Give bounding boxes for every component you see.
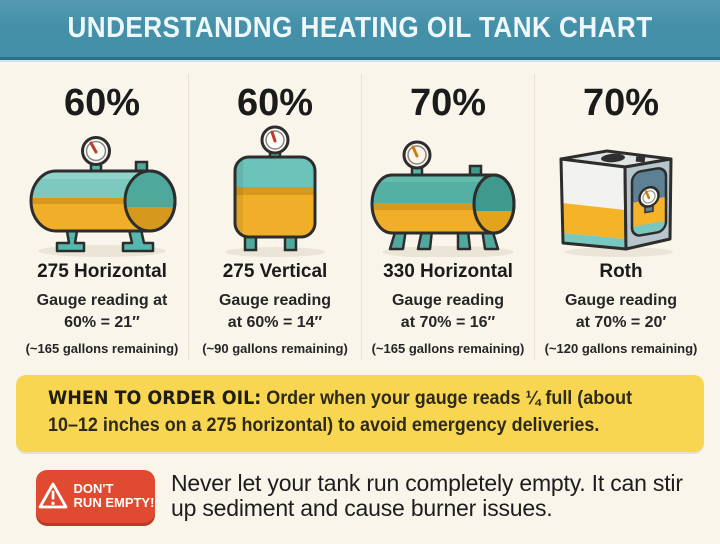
column-roth: 70% xyxy=(535,74,707,360)
column-330-horizontal: 70% xyxy=(362,74,535,361)
warning-text: Never let your tank run completely empty… xyxy=(171,469,683,522)
vertical-275-tank-icon xyxy=(225,125,325,257)
fill-percent: 60% xyxy=(236,82,314,124)
gauge-reading: Gauge reading at 70% = 16″ xyxy=(391,292,505,332)
page-title: UNDERSTANDNG HEATING OIL TANK CHART xyxy=(67,12,653,44)
gauge-reading: Gauge reading at 70% = 20′ xyxy=(564,292,678,332)
gallons-remaining: (~165 gallons remaining) xyxy=(371,341,525,357)
fill-percent: 60% xyxy=(63,82,141,124)
column-275-vertical: 60% 275 Vertical Gauge reading at 60% = 1… xyxy=(189,74,362,361)
when-to-order-banner: WHEN TO ORDER OIL: Order when your gauge… xyxy=(16,375,704,452)
gauge-reading: Gauge reading at 60% = 14″ xyxy=(218,292,332,332)
fill-percent: 70% xyxy=(582,82,660,124)
horizontal-275-tank-icon xyxy=(29,136,177,257)
tank-name: 275 Vertical xyxy=(222,261,328,282)
gauge-reading: Gauge reading at 60% = 21″ xyxy=(36,292,168,332)
horizontal-330-tank-icon xyxy=(370,140,516,257)
tank-name: 275 Horizontal xyxy=(37,261,167,282)
fill-percent: 70% xyxy=(409,82,487,124)
order-banner-label: WHEN TO ORDER OIL: xyxy=(48,387,262,410)
warning-section: DON'T RUN EMPTY! Never let your tank run … xyxy=(36,470,704,523)
gallons-remaining: (~120 gallons remaining) xyxy=(544,341,698,357)
gallons-remaining: (~165 gallons remaining) xyxy=(25,341,179,357)
title-bar: UNDERSTANDNG HEATING OIL TANK CHART xyxy=(0,0,720,60)
warning-triangle-icon xyxy=(38,483,67,509)
badge-text: DON'T RUN EMPTY! xyxy=(73,480,155,511)
roth-tank-icon xyxy=(559,149,673,257)
column-275-horizontal: 60% xyxy=(16,74,189,361)
tank-name: 330 Horizontal xyxy=(383,261,513,282)
tank-name: Roth xyxy=(599,261,643,282)
order-advice-text: WHEN TO ORDER OIL: Order when your gauge… xyxy=(48,387,633,437)
tank-columns: 60% xyxy=(16,74,707,361)
dont-run-empty-badge: DON'T RUN EMPTY! xyxy=(36,469,155,523)
gallons-remaining: (~90 gallons remaining) xyxy=(202,341,348,357)
